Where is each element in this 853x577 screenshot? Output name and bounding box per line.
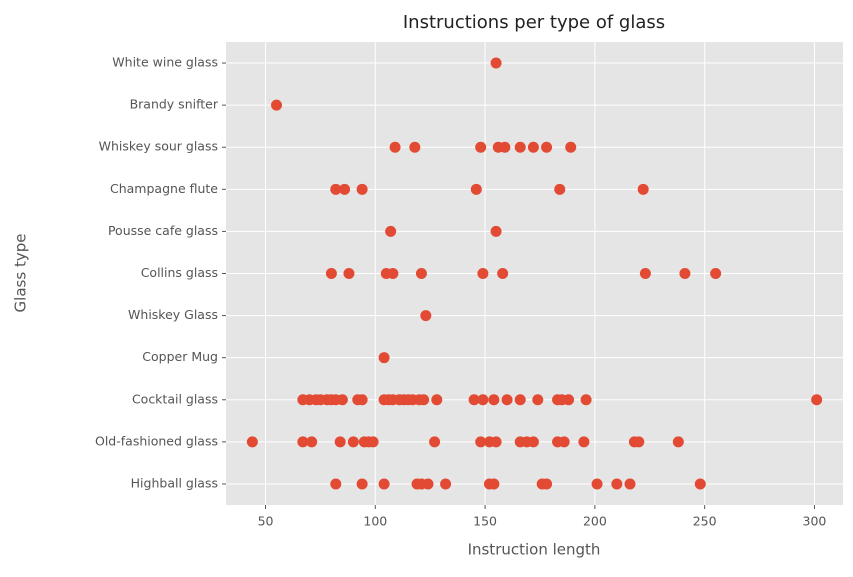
point — [672, 436, 684, 448]
point — [475, 141, 487, 153]
point — [679, 268, 691, 279]
point — [637, 183, 649, 195]
y-tick-label: Whiskey sour glass — [99, 139, 218, 154]
point — [468, 394, 480, 406]
point — [409, 141, 421, 153]
x-tick-label: 300 — [803, 514, 827, 529]
y-tick-label: Old-fashioned glass — [95, 433, 218, 448]
point — [490, 225, 502, 237]
point — [334, 436, 346, 448]
point — [633, 436, 645, 448]
x-tick-label: 150 — [473, 514, 497, 529]
point — [367, 436, 379, 448]
point — [488, 478, 500, 490]
point — [271, 99, 283, 111]
point — [624, 478, 636, 490]
point — [431, 394, 443, 406]
point — [330, 478, 342, 490]
y-tick-label: Pousse cafe glass — [108, 223, 218, 238]
point — [639, 268, 651, 279]
point — [558, 436, 570, 448]
point — [325, 268, 337, 279]
point — [527, 141, 539, 153]
point — [710, 268, 722, 279]
point — [356, 394, 368, 406]
point — [470, 183, 482, 195]
x-tick-label: 200 — [583, 514, 607, 529]
point — [565, 141, 577, 153]
point — [490, 436, 502, 448]
point — [356, 183, 368, 195]
point — [420, 310, 432, 322]
point — [611, 478, 623, 490]
point — [415, 268, 427, 279]
point — [356, 478, 368, 490]
point — [306, 436, 318, 448]
point — [541, 141, 553, 153]
point — [389, 141, 401, 153]
x-tick-label: 250 — [693, 514, 717, 529]
y-tick-label: Champagne flute — [110, 181, 218, 196]
point — [501, 394, 513, 406]
point — [246, 436, 258, 448]
point — [591, 478, 603, 490]
point — [497, 268, 509, 279]
point — [347, 436, 359, 448]
point — [514, 394, 526, 406]
point — [488, 394, 500, 406]
y-tick-label: Cocktail glass — [132, 391, 218, 406]
point — [563, 394, 575, 406]
point — [578, 436, 590, 448]
x-axis-label: Instruction length — [468, 541, 601, 559]
point — [378, 352, 390, 364]
point — [541, 478, 553, 490]
point — [297, 436, 309, 448]
y-tick-label: White wine glass — [112, 55, 218, 70]
point — [499, 141, 511, 153]
y-tick-label: Copper Mug — [142, 349, 218, 364]
point — [387, 268, 399, 279]
point — [343, 268, 355, 279]
point — [694, 478, 706, 490]
y-tick-label: Collins glass — [141, 265, 218, 280]
point — [339, 183, 351, 195]
point — [477, 394, 489, 406]
x-tick-label: 50 — [258, 514, 274, 529]
point — [378, 478, 390, 490]
x-tick-label: 100 — [363, 514, 387, 529]
point — [429, 436, 441, 448]
point — [422, 478, 434, 490]
point — [385, 225, 397, 237]
point — [490, 57, 502, 69]
point — [475, 436, 487, 448]
point — [477, 268, 489, 279]
point — [440, 478, 452, 490]
point — [330, 183, 342, 195]
point — [580, 394, 592, 406]
point — [527, 436, 539, 448]
y-tick-label: Whiskey Glass — [128, 307, 218, 322]
point — [811, 394, 823, 406]
chart-title: Instructions per type of glass — [403, 12, 665, 33]
point — [418, 394, 430, 406]
y-tick-label: Highball glass — [131, 475, 218, 490]
y-tick-label: Brandy snifter — [130, 97, 219, 112]
point — [514, 141, 526, 153]
y-axis-label: Glass type — [12, 234, 30, 313]
point — [336, 394, 348, 406]
point — [554, 183, 566, 195]
point — [532, 394, 544, 406]
